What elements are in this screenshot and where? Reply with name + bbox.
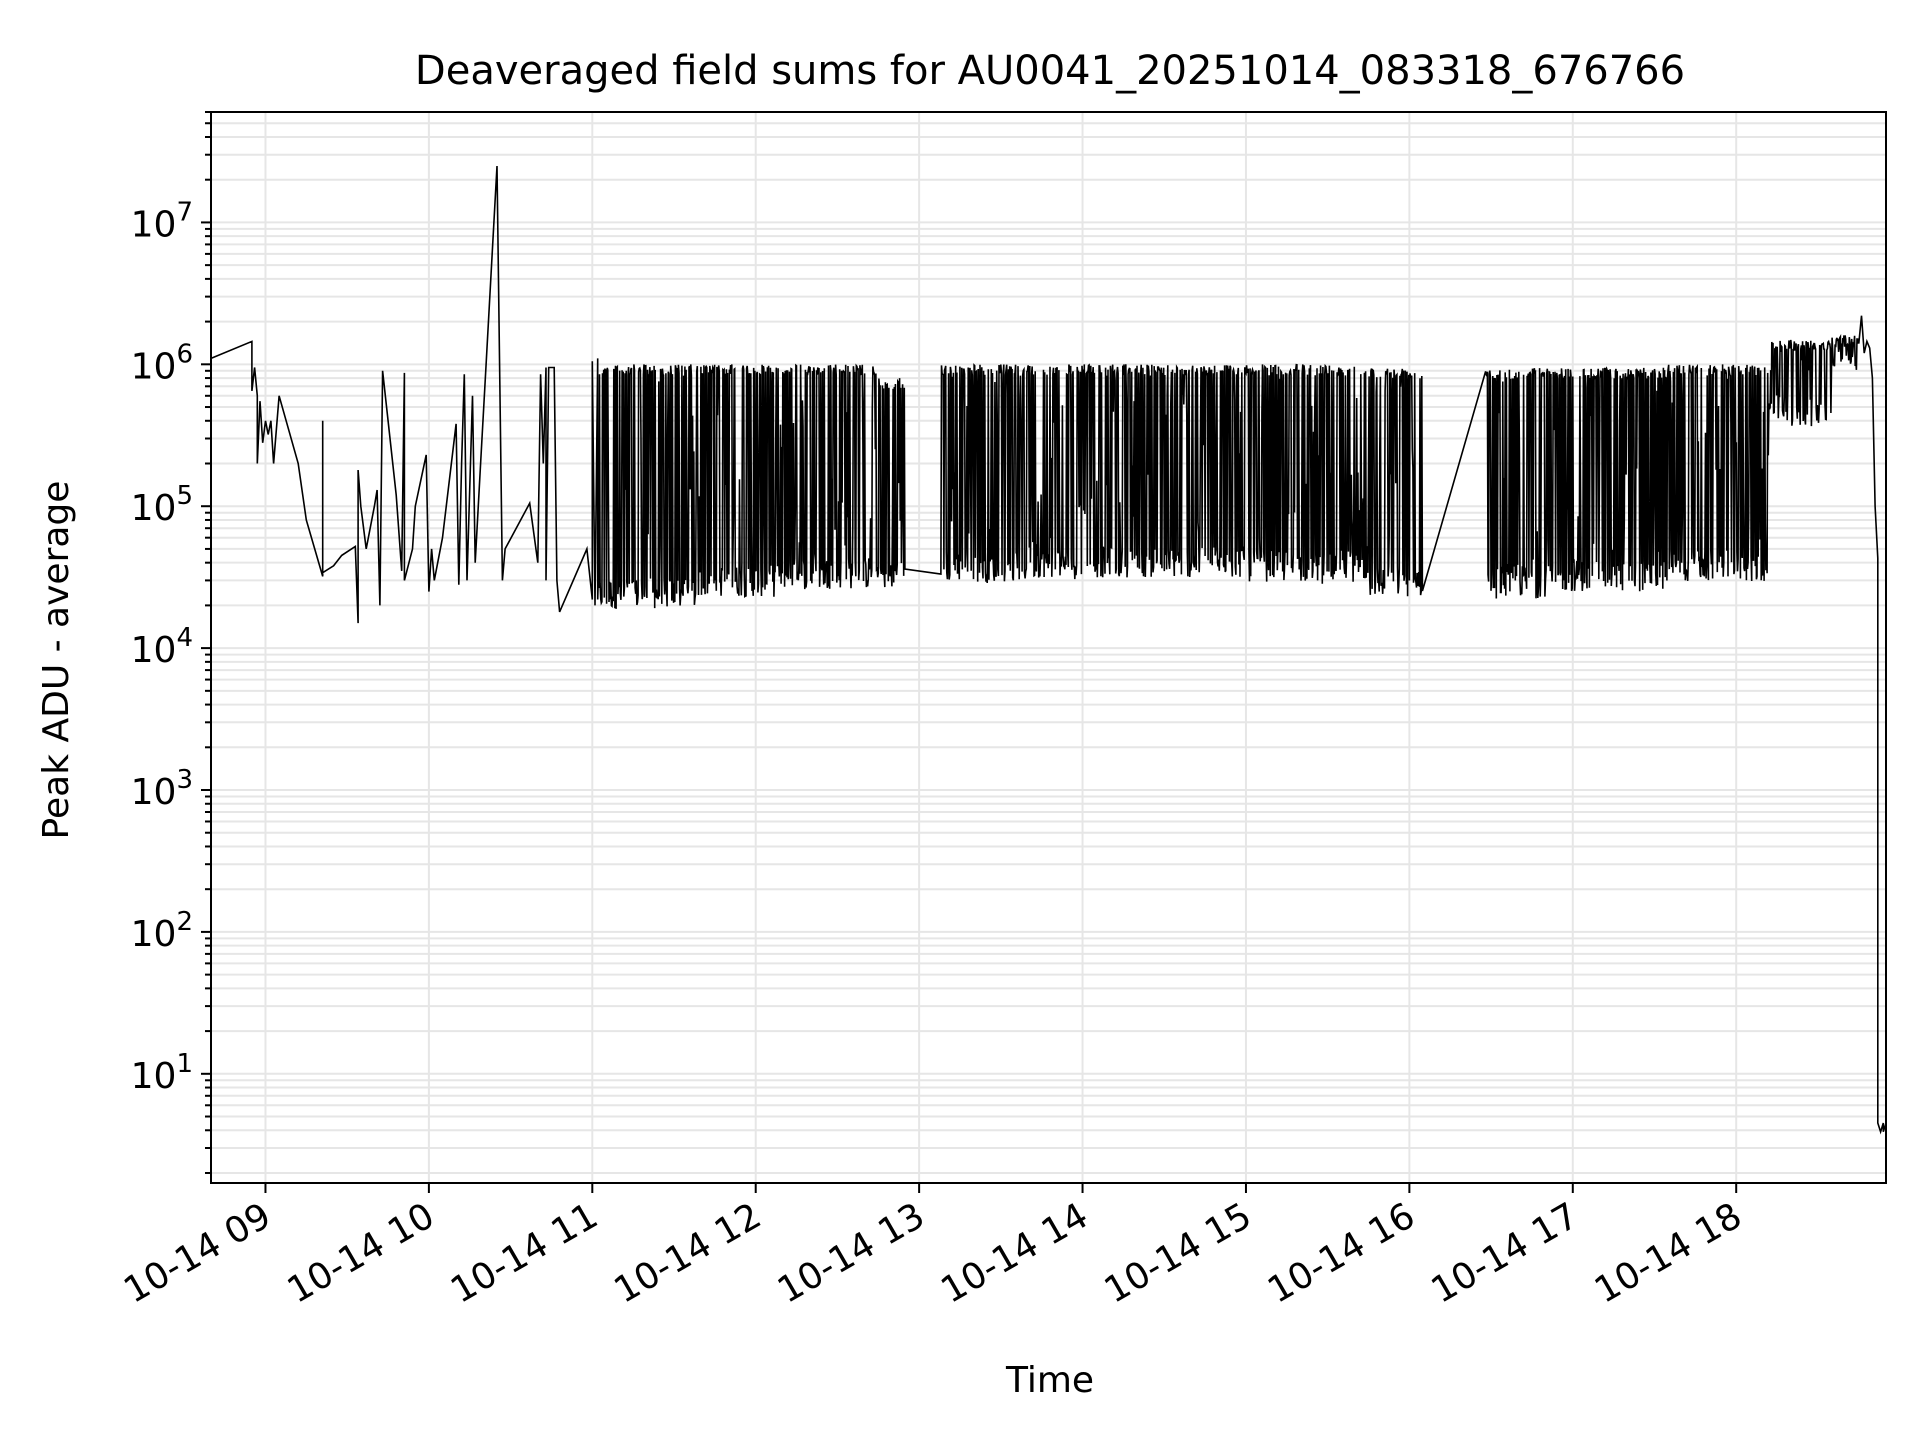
grid-layer (211, 111, 1886, 1183)
y-tick-label: 101 (131, 1049, 193, 1097)
y-tick-label: 107 (131, 197, 193, 245)
y-tick-label: 105 (131, 481, 193, 529)
series-layer (210, 165, 1887, 1135)
y-axis-label: Peak ADU - average (36, 481, 77, 840)
y-tick-label: 103 (131, 765, 193, 813)
y-tick-label: 102 (131, 907, 193, 955)
chart-title: Deaveraged field sums for AU0041_2025101… (415, 48, 1685, 94)
y-tick-label: 106 (131, 339, 193, 387)
y-tick-label: 104 (131, 623, 193, 671)
series-line (210, 165, 1887, 1135)
x-axis-label: Time (1005, 1360, 1094, 1401)
